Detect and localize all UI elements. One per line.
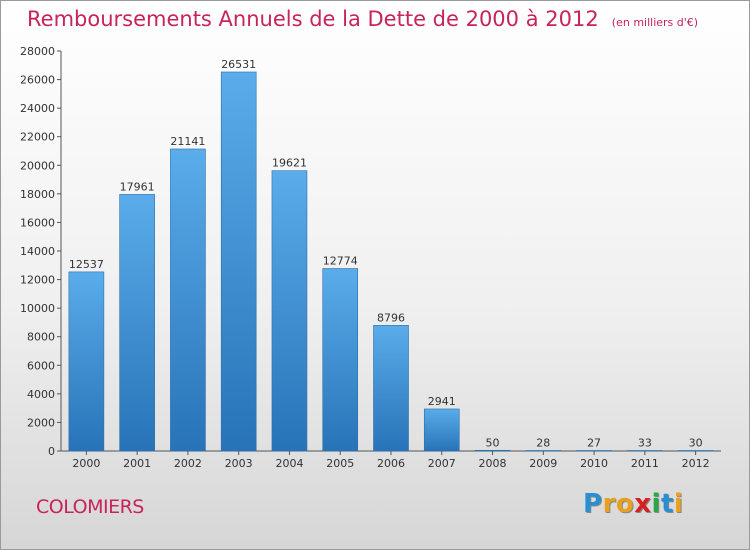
x-tick-label: 2000 [72, 457, 100, 470]
y-tick-label: 0 [48, 445, 55, 458]
data-label-2005: 12774 [323, 255, 358, 268]
y-tick-label: 22000 [20, 131, 55, 144]
bar-2007 [423, 408, 460, 452]
proxiti-logo: Proxiti [583, 489, 683, 519]
y-tick-label: 28000 [20, 45, 55, 58]
data-label-2000: 12537 [69, 258, 104, 271]
x-tick-label: 2012 [682, 457, 710, 470]
bar-2006 [373, 325, 409, 452]
y-tick-label: 12000 [20, 274, 55, 287]
bar-2009 [525, 450, 562, 452]
bar-2008 [474, 449, 511, 452]
y-tick-label: 4000 [27, 388, 55, 401]
logo-letter: i [651, 489, 661, 519]
logo-letter: t [660, 489, 674, 519]
logo-letter: r [602, 489, 616, 519]
logo-letter: P [583, 489, 603, 519]
data-label-2006: 8796 [377, 311, 405, 324]
bars [68, 71, 714, 452]
city-name: COLOMIERS [36, 496, 144, 518]
x-tick-label: 2009 [529, 457, 557, 470]
logo-letter: x [634, 489, 652, 519]
data-label-2001: 17961 [120, 180, 155, 193]
y-tick-label: 18000 [20, 188, 55, 201]
logo-letter: o [615, 489, 635, 519]
y-tick-label: 6000 [27, 359, 55, 372]
data-label-2010: 27 [587, 437, 601, 450]
bar-2000 [68, 271, 105, 452]
data-label-2002: 21141 [170, 135, 205, 148]
data-label-2007: 2941 [428, 395, 456, 408]
logo-letter: i [673, 489, 684, 519]
x-tick-label: 2004 [275, 457, 303, 470]
y-tick-label: 24000 [20, 102, 55, 115]
y-tick-label: 14000 [20, 245, 55, 258]
bar-2012 [677, 450, 714, 452]
data-label-2009: 28 [536, 437, 550, 450]
x-tick-label: 2011 [631, 457, 659, 470]
x-tick-label: 2003 [225, 457, 253, 470]
y-tick-label: 16000 [20, 216, 55, 229]
y-tick-label: 20000 [20, 159, 55, 172]
y-tick-label: 26000 [20, 74, 55, 87]
data-label-2008: 50 [486, 436, 500, 449]
bar-2004 [271, 170, 308, 452]
data-label-2003: 26531 [221, 58, 256, 71]
y-tick-label: 10000 [20, 302, 55, 315]
bar-2005 [322, 268, 359, 452]
bar-2003 [220, 71, 257, 452]
labels: 2000 12537 2001 17961 2002 21141 2003 26531 2004… [69, 58, 710, 470]
x-tick-label: 2002 [174, 457, 202, 470]
y-tick-label: 2000 [27, 416, 55, 429]
x-tick-label: 2001 [123, 457, 151, 470]
title-row: Remboursements Annuels de la Dette de 20… [27, 7, 698, 31]
bar-2002 [170, 148, 206, 452]
x-tick-label: 2006 [377, 457, 405, 470]
chart-subtitle: (en milliers d'€) [611, 16, 699, 29]
data-label-2012: 30 [689, 437, 703, 450]
y-tick-label: 8000 [27, 331, 55, 344]
x-tick-label: 2010 [580, 457, 608, 470]
axes: 0 2000 4000 6000 8000 10000 12000 14000 16000 180… [20, 45, 721, 458]
chart-title: Remboursements Annuels de la Dette de 20… [27, 7, 599, 31]
data-label-2004: 19621 [272, 157, 307, 170]
x-tick-label: 2005 [326, 457, 354, 470]
data-label-2011: 33 [638, 437, 652, 450]
bar-2001 [119, 194, 155, 452]
x-tick-label: 2008 [479, 457, 507, 470]
bar-2011 [627, 450, 663, 452]
bar-2010 [576, 450, 612, 452]
x-tick-label: 2007 [428, 457, 456, 470]
